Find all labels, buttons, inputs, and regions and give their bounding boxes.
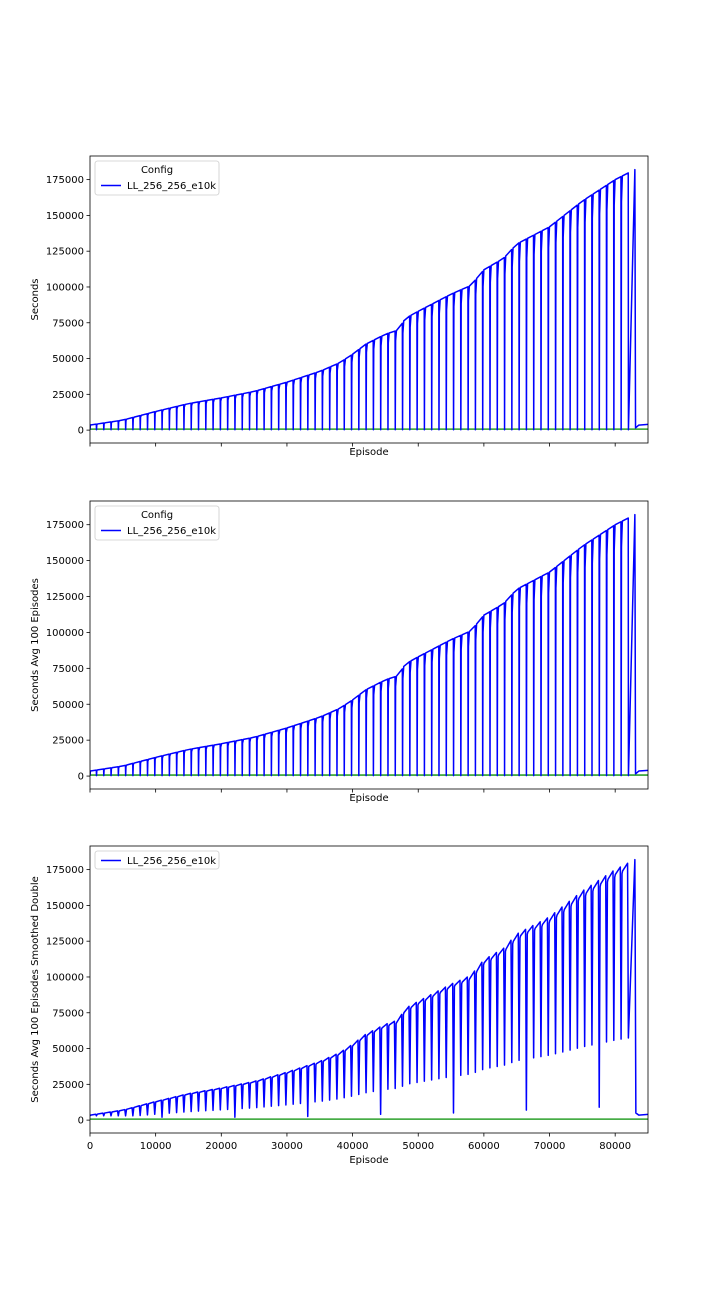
y-tick-label: 25000 [52, 390, 84, 401]
y-tick-label: 175000 [46, 865, 84, 876]
x-tick-label: 20000 [205, 1141, 237, 1152]
y-tick-label: 150000 [46, 901, 84, 912]
panel-3: 0250005000075000100000125000150000175000… [30, 845, 649, 1166]
x-tick-label: 0 [87, 1141, 93, 1152]
axes-frame [89, 155, 649, 444]
y-axis-label: Seconds Avg 100 Episodes [30, 578, 41, 712]
x-axis-label: Episode [349, 793, 388, 804]
y-tick-label: 125000 [46, 937, 84, 948]
x-axis-label: Episode [349, 447, 388, 458]
plot-area [90, 168, 648, 431]
legend-frame [94, 850, 220, 870]
x-tick-label: 60000 [468, 1141, 500, 1152]
legend-entry: LL_256_256_e10k [127, 181, 216, 192]
series-line-LL_256_256_e10k [90, 858, 648, 1118]
x-tick-label: 30000 [271, 1141, 303, 1152]
y-tick-label: 175000 [46, 175, 84, 186]
axes-frame [89, 500, 649, 790]
legend-title: Config [141, 165, 173, 176]
y-tick-label: 0 [78, 772, 84, 783]
y-tick-label: 0 [78, 1116, 84, 1127]
y-tick-label: 0 [78, 426, 84, 437]
y-tick-label: 100000 [46, 972, 84, 983]
y-tick-label: 150000 [46, 556, 84, 567]
series-line-LL_256_256_e10k [90, 513, 648, 777]
y-tick-label: 75000 [52, 318, 84, 329]
legend-frame [94, 505, 220, 541]
legend-entry: LL_256_256_e10k [127, 856, 216, 867]
plot-area [90, 513, 648, 777]
plot-area [90, 858, 648, 1120]
x-tick-label: 70000 [534, 1141, 566, 1152]
x-tick-label: 10000 [140, 1141, 172, 1152]
legend-frame [94, 160, 220, 196]
y-tick-label: 25000 [52, 1080, 84, 1091]
x-tick-label: 50000 [402, 1141, 434, 1152]
series-line-LL_256_256_e10k [90, 168, 648, 431]
y-tick-label: 75000 [52, 664, 84, 675]
y-tick-label: 100000 [46, 628, 84, 639]
legend: Config LL_256_256_e10k [94, 505, 220, 541]
legend: Config LL_256_256_e10k [94, 160, 220, 196]
y-tick-label: 125000 [46, 592, 84, 603]
y-tick-label: 75000 [52, 1008, 84, 1019]
legend: LL_256_256_e10k [94, 850, 220, 870]
panel-2: 0 25000 50000 75000 100000 125000 150000 175000… [30, 500, 649, 804]
y-tick-label: 175000 [46, 520, 84, 531]
x-tick-label: 40000 [337, 1141, 369, 1152]
y-tick-label: 125000 [46, 247, 84, 258]
panel-1: 0 25000 50000 75000 100000 125000 150000 175000… [30, 155, 649, 458]
y-tick-label: 150000 [46, 211, 84, 222]
y-axis-label: Seconds Avg 100 Episodes Smoothed Double [30, 876, 41, 1103]
y-axis-label: Seconds [30, 278, 41, 320]
legend-entry: LL_256_256_e10k [127, 526, 216, 537]
y-tick-label: 50000 [52, 354, 84, 365]
y-tick-label: 25000 [52, 736, 84, 747]
x-axis-label: Episode [349, 1155, 388, 1166]
y-tick-label: 50000 [52, 700, 84, 711]
legend-title: Config [141, 510, 173, 521]
axes-frame [89, 845, 649, 1134]
x-tick-label: 80000 [599, 1141, 631, 1152]
y-tick-label: 100000 [46, 282, 84, 293]
y-tick-label: 50000 [52, 1044, 84, 1055]
